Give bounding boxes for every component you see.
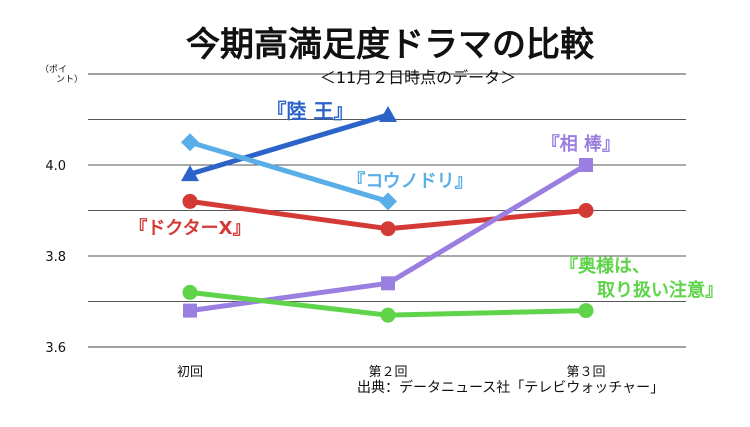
series-line bbox=[187, 112, 391, 177]
axis-layer: 3.6 3.8 4.0 初回 第２回 第３回 bbox=[45, 159, 605, 380]
series-label-line: 『コウノドリ』 bbox=[347, 170, 472, 192]
series-label-line: 『相 棒』 bbox=[542, 133, 620, 155]
data-point-marker bbox=[380, 307, 396, 323]
source-note: 出典：データニュース社「テレビウォッチャー」 bbox=[357, 379, 664, 396]
data-point-marker bbox=[578, 203, 594, 218]
y-axis-unit-line-2: ント） bbox=[56, 74, 83, 85]
x-tick-label: 初回 bbox=[177, 365, 203, 380]
y-tick-label: 4.0 bbox=[45, 159, 66, 174]
y-tick-label: 3.6 bbox=[45, 341, 66, 356]
data-point-marker bbox=[381, 276, 395, 291]
x-tick-label: 第３回 bbox=[566, 365, 605, 380]
data-point-marker bbox=[183, 303, 197, 318]
series-label: 『相 棒』 bbox=[542, 133, 620, 155]
series-label: 『奥様は、取り扱い注意』 bbox=[560, 255, 723, 301]
y-axis-unit-line-1: （ポイ bbox=[40, 64, 67, 75]
data-point-marker bbox=[379, 192, 397, 211]
data-point-marker bbox=[181, 165, 199, 182]
series-label-line: 取り扱い注意』 bbox=[597, 279, 723, 301]
series-label-line: 『陸 王』 bbox=[267, 99, 354, 123]
data-point-marker bbox=[578, 303, 594, 319]
series-group bbox=[182, 193, 594, 237]
x-tick-label: 第２回 bbox=[368, 365, 407, 380]
series-group bbox=[181, 133, 397, 211]
y-axis-unit-label: （ポイ ント） bbox=[40, 64, 83, 85]
series-line bbox=[187, 139, 391, 204]
data-point-marker bbox=[380, 221, 396, 237]
data-point-marker bbox=[379, 105, 397, 122]
series-group bbox=[181, 105, 397, 182]
grid-layer bbox=[88, 73, 686, 348]
y-tick-label: 3.8 bbox=[45, 250, 66, 265]
series-label-line: 『奥様は、 bbox=[560, 255, 650, 277]
data-point-marker bbox=[182, 284, 198, 300]
data-point-marker bbox=[181, 133, 199, 152]
chart-subtitle: ＜11月２日時点のデータ＞ bbox=[320, 68, 516, 87]
series-label: 『コウノドリ』 bbox=[347, 170, 472, 192]
series-label: 『陸 王』 bbox=[267, 99, 354, 123]
series-layer bbox=[181, 105, 594, 323]
series-label-line: 『ドクターX』 bbox=[129, 217, 250, 239]
series-group bbox=[182, 284, 594, 323]
chart-title: 今期高満足度ドラマの比較 bbox=[186, 25, 595, 65]
series-label: 『ドクターX』 bbox=[129, 217, 250, 239]
label-layer: 『陸 王』『コウノドリ』『ドクターX』 『相 棒』『奥様は、取り扱い注意』 bbox=[129, 99, 723, 301]
data-point-marker bbox=[182, 193, 198, 209]
data-point-marker bbox=[579, 158, 593, 172]
